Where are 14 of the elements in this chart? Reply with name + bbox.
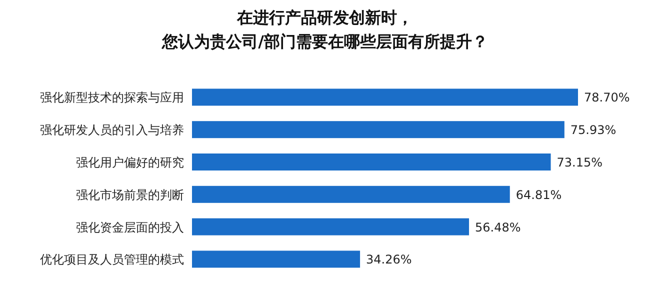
category-label: 强化新型技术的探索与应用 xyxy=(40,90,184,105)
category-label: 优化项目及人员管理的模式 xyxy=(40,252,184,267)
data-label: 34.26% xyxy=(366,252,412,267)
data-label: 56.48% xyxy=(475,220,521,234)
data-label: 75.93% xyxy=(570,123,616,138)
data-label: 64.81% xyxy=(516,188,562,202)
data-label: 78.70% xyxy=(584,90,630,105)
category-label: 强化用户偏好的研究 xyxy=(76,156,184,170)
subtitle: 您认为贵公司/部门需要在哪些层面有所提升？ xyxy=(162,32,488,51)
category-label: 强化研发人员的引入与培养 xyxy=(40,123,184,138)
data-label: 73.15% xyxy=(556,156,603,170)
title: 在进行产品研发创新时， xyxy=(237,8,413,27)
category-label: 强化市场前景的判断 xyxy=(76,188,184,202)
category-label: 强化资金层面的投入 xyxy=(76,220,184,234)
